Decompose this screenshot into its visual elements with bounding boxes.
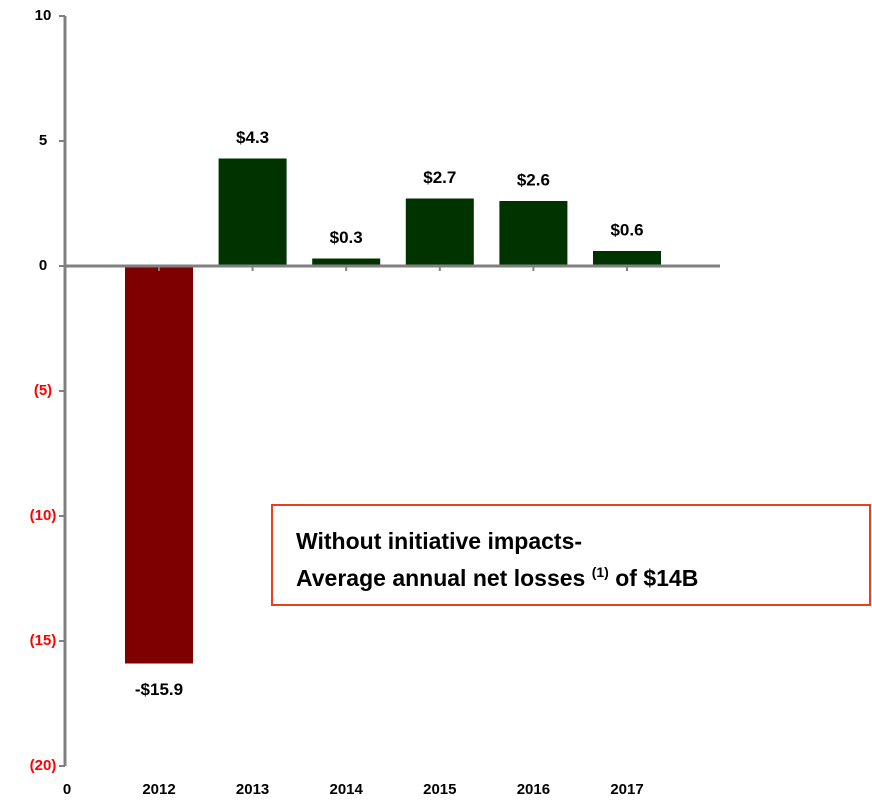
annotation-text: of $14B <box>615 565 698 591</box>
y-tick-label: 0 <box>39 257 47 274</box>
x-tick-label: 2012 <box>142 781 175 798</box>
annotation-text: Average annual net losses <box>296 565 585 591</box>
annotation-line: Average annual net losses (1) of $14B <box>296 558 698 591</box>
bar <box>125 266 193 664</box>
bar <box>312 258 381 266</box>
bar <box>405 198 474 266</box>
x-tick-label: 2016 <box>517 781 550 798</box>
x-tick-label: 2013 <box>236 781 269 798</box>
y-tick-label: (10) <box>30 507 57 524</box>
value-label: $2.7 <box>423 168 456 187</box>
value-label: $2.6 <box>517 170 550 189</box>
annotation-line: Without initiative impacts- <box>296 528 582 554</box>
x-tick-label: 2015 <box>423 781 456 798</box>
y-tick-label: (15) <box>30 632 57 649</box>
value-label: $0.6 <box>610 220 643 239</box>
y-tick-label: 10 <box>35 7 52 24</box>
annotation-box <box>271 504 871 606</box>
y-tick-label: (20) <box>30 757 57 774</box>
x-tick-label: 2014 <box>330 781 364 798</box>
bar <box>218 158 287 266</box>
y-tick-label: 5 <box>39 132 47 149</box>
x-origin-label: 0 <box>63 781 71 798</box>
bar <box>593 251 661 266</box>
y-tick-label: (5) <box>34 382 52 399</box>
value-label: $0.3 <box>330 228 363 247</box>
bar <box>499 201 568 266</box>
value-label: -$15.9 <box>135 680 183 699</box>
annotation-superscript: (1) <box>592 564 609 580</box>
value-label: $4.3 <box>236 128 269 147</box>
x-tick-label: 2017 <box>610 781 643 798</box>
